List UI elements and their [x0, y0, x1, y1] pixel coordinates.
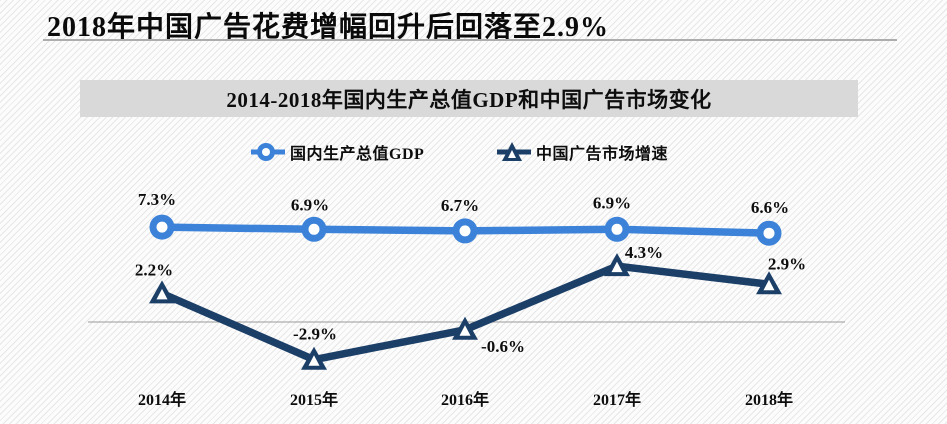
x-axis-label-2018: 2018年	[744, 392, 793, 409]
gdp-marker-center-2	[459, 225, 471, 237]
ad-data-label-1: -2.9%	[293, 325, 337, 344]
ad-series-line	[158, 262, 773, 364]
gdp-marker-center-3	[611, 223, 623, 235]
ad-data-label-2: -0.6%	[481, 337, 525, 356]
gdp-data-label-1: 6.9%	[291, 195, 329, 214]
gdp-data-label-3: 6.9%	[593, 193, 631, 212]
ad-marker-center-2	[459, 325, 471, 336]
gdp-data-label-0: 7.3%	[138, 190, 176, 209]
ad-data-label-3: 4.3%	[625, 243, 663, 262]
ad-data-label-4: 2.9%	[768, 254, 806, 273]
legend-label-gdp: 国内生产总值GDP	[290, 146, 425, 163]
ad-data-label-0: 2.2%	[135, 260, 173, 279]
x-axis-label-2015: 2015年	[289, 392, 338, 409]
legend-item-ad-market: 中国广告市场增速	[496, 139, 668, 165]
ad-marker-center-4	[763, 279, 775, 291]
legend-label-ad-market: 中国广告市场增速	[536, 146, 669, 163]
gdp-marker-center-4	[763, 227, 775, 239]
ad-marker-center-0	[156, 288, 168, 300]
x-axis-label-2014: 2014年	[137, 392, 186, 409]
gdp-marker-center-1	[308, 223, 320, 235]
x-axis-label-2016: 2016年	[440, 392, 489, 409]
x-axis-label-2017: 2017年	[592, 392, 641, 409]
page-title: 2018年中国广告花费增幅回升后回落至2.9%	[47, 12, 610, 43]
chart-title-bar: 2014-2018年国内生产总值GDP和中国广告市场变化	[80, 80, 858, 117]
ad-marker-center-1	[308, 355, 320, 366]
legend-item-gdp: 国内生产总值GDP	[250, 139, 424, 165]
gdp-marker-center-0	[156, 221, 168, 233]
title-divider	[43, 39, 897, 41]
chart-title: 2014-2018年国内生产总值GDP和中国广告市场变化	[226, 87, 712, 112]
ad-marker-center-3	[611, 261, 623, 273]
ad-line-triangle-marker-icon	[497, 142, 531, 161]
gdp-data-label-2: 6.7%	[441, 196, 479, 215]
gdp-data-label-4: 6.6%	[751, 198, 789, 217]
gdp-line-circle-marker-icon	[251, 143, 285, 161]
